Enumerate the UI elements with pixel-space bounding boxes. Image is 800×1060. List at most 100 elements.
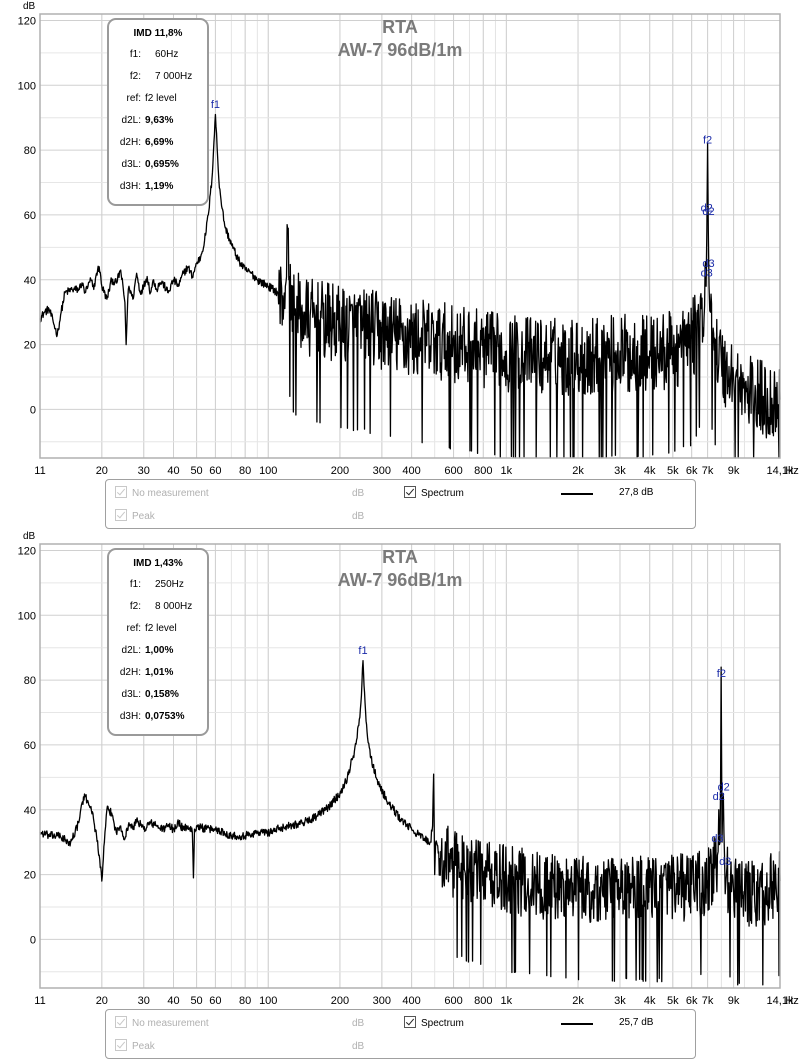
x-tick-label: 200 [331, 465, 349, 477]
imd-row-label: d2H: [119, 667, 141, 678]
x-tick-label: 7k [702, 995, 714, 1007]
rta-chart-panel-top: RTA AW-7 96dB/1m f1 f2 d2 d2 d3 d3 dB 0 20 40 60 80 10… [0, 0, 800, 530]
x-tick-label: 6k [686, 995, 698, 1007]
x-tick-label: 400 [402, 465, 420, 477]
imd-row-label: ref: [126, 93, 141, 104]
x-tick-label: 11 [34, 465, 45, 477]
imd-info-box: IMD 1,43% f1: 250Hz f2: 8 000Hz ref: f2 level d… [107, 548, 209, 736]
x-tick-label: 40 [167, 995, 179, 1007]
spectrum-series-line [39, 113, 781, 459]
imd-row: ref: f2 level [109, 93, 207, 107]
x-tick-label: 80 [239, 995, 251, 1007]
y-tick-label: 40 [24, 805, 36, 817]
imd-row-label: f1: [129, 579, 141, 590]
x-tick-label: 100 [259, 465, 277, 477]
x-tick-label: 40 [167, 465, 179, 477]
x-tick-label: 14,1k [767, 995, 794, 1007]
y-tick-label: 100 [18, 610, 36, 622]
marker-label-d2: d2 [701, 203, 713, 215]
marker-label-d2: d2 [702, 206, 714, 218]
marker-label-d3: d3 [701, 268, 713, 280]
imd-row-value: 7 000Hz [155, 71, 193, 82]
y-tick-label: 40 [24, 275, 36, 287]
legend-checkbox[interactable] [404, 1016, 416, 1028]
x-tick-label: 800 [474, 995, 492, 1007]
x-tick-label: 80 [239, 465, 251, 477]
imd-row-label: f1: [129, 49, 141, 60]
x-tick-label: 100 [259, 995, 277, 1007]
imd-row: d3L: 0,158% [109, 689, 207, 703]
chart-subtitle: AW-7 96dB/1m [338, 40, 463, 60]
marker-label-f1: f1 [211, 99, 220, 111]
y-tick-label: 120 [18, 545, 36, 557]
x-tick-label: 20 [96, 995, 108, 1007]
legend-item-no-measurement: No measurement [115, 1016, 209, 1029]
marker-label-f2: f2 [703, 135, 712, 147]
y-tick-label: 0 [30, 404, 36, 416]
x-tick-label: 1k [501, 995, 513, 1007]
x-tick-label: 7k [702, 465, 714, 477]
imd-row: d2H: 6,69% [109, 137, 207, 151]
legend-item-no-measurement: No measurement [115, 486, 209, 499]
imd-row: f2: 7 000Hz [109, 71, 207, 85]
y-tick-label: 100 [18, 80, 36, 92]
imd-info-box: IMD 11,8% f1: 60Hz f2: 7 000Hz ref: f2 level d2… [107, 18, 209, 206]
legend-label: Spectrum [421, 1018, 464, 1029]
spectrum-series-line [39, 660, 781, 986]
marker-label-d2: d2 [713, 791, 725, 803]
marker-label-d2: d2 [718, 781, 730, 793]
y-tick-label: 20 [24, 340, 36, 352]
imd-row-label: f2: [129, 601, 141, 612]
imd-row-value: 9,63% [145, 115, 174, 126]
legend-checkbox [115, 1016, 127, 1028]
legend-checkbox[interactable] [404, 486, 416, 498]
y-tick-label: 120 [18, 15, 36, 27]
legend-panel: No measurement Peak dB dB Spectrum 27,8 dB [105, 479, 696, 529]
legend-item-spectrum[interactable]: Spectrum [404, 1016, 464, 1029]
legend-label: No measurement [132, 1018, 209, 1029]
legend-label: Peak [132, 511, 155, 522]
imd-row-label: d3H: [119, 711, 141, 722]
legend-item-peak: Peak [115, 1039, 155, 1052]
imd-row-value: 1,00% [145, 645, 174, 656]
x-tick-label: 20 [96, 465, 108, 477]
x-tick-label: 30 [138, 465, 150, 477]
legend-panel: No measurement Peak dB dB Spectrum 25,7 dB [105, 1009, 696, 1059]
legend-value-spectrum: 27,8 dB [619, 487, 654, 498]
rta-chart-panel-bottom: RTA AW-7 96dB/1m f1 f2 d2 d2 d3 d3 dB 0 20 40 60 80 10… [0, 530, 800, 1060]
x-tick-label: 4k [644, 465, 656, 477]
imd-title: IMD 1,43% [133, 558, 183, 569]
imd-row-value: f2 level [145, 623, 177, 634]
imd-row-label: d3L: [121, 159, 141, 170]
x-tick-label: 1k [501, 465, 513, 477]
x-tick-label: 3k [614, 995, 626, 1007]
imd-row: d3L: 0,695% [109, 159, 207, 173]
imd-row-value: 1,19% [145, 181, 174, 192]
legend-checkbox [115, 486, 127, 498]
imd-row-label: d2L: [121, 115, 141, 126]
chart-subtitle: AW-7 96dB/1m [338, 570, 463, 590]
imd-row-value: 8 000Hz [155, 601, 193, 612]
imd-row-value: f2 level [145, 93, 177, 104]
imd-row: f2: 8 000Hz [109, 601, 207, 615]
imd-row-value: 6,69% [145, 137, 174, 148]
x-tick-label: 600 [444, 995, 462, 1007]
y-tick-label: 80 [24, 675, 36, 687]
imd-row: f1: 60Hz [109, 49, 207, 63]
marker-label-d3: d3 [702, 258, 714, 270]
x-tick-label: 60 [209, 995, 221, 1007]
imd-row: f1: 250Hz [109, 579, 207, 593]
imd-row-value: 0,158% [145, 689, 179, 700]
x-tick-label: 2k [572, 465, 584, 477]
legend-unit: dB [352, 488, 365, 499]
x-tick-label: 300 [373, 465, 391, 477]
legend-item-spectrum[interactable]: Spectrum [404, 486, 464, 499]
legend-value-spectrum: 25,7 dB [619, 1017, 654, 1028]
imd-row: d3H: 0,0753% [109, 711, 207, 725]
y-tick-label: 20 [24, 870, 36, 882]
x-tick-label: 5k [667, 995, 679, 1007]
x-tick-label: 3k [614, 465, 626, 477]
legend-item-peak: Peak [115, 509, 155, 522]
imd-row-value: 0,0753% [145, 711, 185, 722]
x-tick-label: 30 [138, 995, 150, 1007]
